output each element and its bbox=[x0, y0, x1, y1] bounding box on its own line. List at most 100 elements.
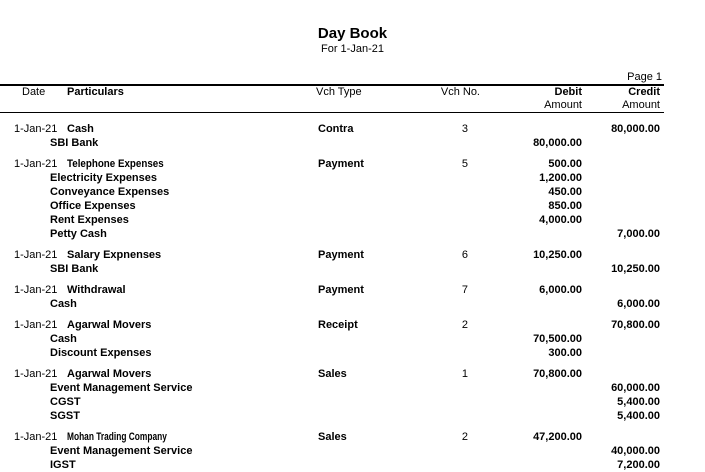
voucher-group: 1-Jan-21 Salary Expnenses Payment 6 10,2… bbox=[0, 248, 705, 276]
entry-ledger-name: SGST bbox=[50, 410, 80, 422]
voucher-main-row: 1-Jan-21 Agarwal Movers Sales 1 70,800.0… bbox=[0, 367, 705, 381]
voucher-date: 1-Jan-21 bbox=[14, 368, 58, 380]
voucher-number: 2 bbox=[461, 431, 468, 443]
voucher-particulars: Cash bbox=[67, 123, 94, 135]
voucher-debit-amount: 500.00 bbox=[548, 158, 582, 170]
voucher-type: Sales bbox=[318, 368, 347, 380]
entry-ledger-name: Electricity Expenses bbox=[50, 172, 158, 184]
voucher-entry-row: SGST 5,400.00 bbox=[0, 409, 705, 423]
voucher-main-row: 1-Jan-21 Withdrawal Payment 7 6,000.00 bbox=[0, 283, 705, 297]
voucher-date: 1-Jan-21 bbox=[14, 249, 58, 261]
voucher-main-row: 1-Jan-21 Mohan Trading Company Sales 2 4… bbox=[0, 430, 705, 444]
entry-debit-amount: 1,200.00 bbox=[539, 172, 582, 184]
voucher-main-row: 1-Jan-21 Cash Contra 3 80,000.00 bbox=[0, 122, 705, 136]
entry-ledger-name: Rent Expenses bbox=[50, 214, 129, 226]
entry-credit-amount: 5,400.00 bbox=[617, 396, 660, 408]
entry-ledger-name: Office Expenses bbox=[50, 200, 136, 212]
header-rule-top bbox=[0, 84, 664, 86]
entry-ledger-name: Cash bbox=[50, 298, 77, 310]
voucher-debit-amount: 70,800.00 bbox=[533, 368, 582, 380]
voucher-main-row: 1-Jan-21 Agarwal Movers Receipt 2 70,800… bbox=[0, 318, 705, 332]
voucher-entry-row: Conveyance Expenses 450.00 bbox=[0, 185, 705, 199]
page-number: Page 1 bbox=[627, 71, 662, 83]
voucher-number: 2 bbox=[461, 319, 468, 331]
voucher-entry-row: Cash 6,000.00 bbox=[0, 297, 705, 311]
voucher-particulars: Salary Expnenses bbox=[67, 249, 162, 261]
voucher-date: 1-Jan-21 bbox=[14, 284, 58, 296]
entry-ledger-name: Cash bbox=[50, 333, 77, 345]
voucher-entry-row: IGST 7,200.00 bbox=[0, 458, 705, 472]
voucher-list: 1-Jan-21 Cash Contra 3 80,000.00 SBI Ban… bbox=[0, 122, 705, 472]
voucher-particulars: Agarwal Movers bbox=[67, 368, 152, 380]
voucher-entry-row: Event Management Service 60,000.00 bbox=[0, 381, 705, 395]
voucher-credit-amount: 80,000.00 bbox=[611, 123, 660, 135]
entry-credit-amount: 60,000.00 bbox=[611, 382, 660, 394]
voucher-entry-row: Electricity Expenses 1,200.00 bbox=[0, 171, 705, 185]
voucher-entry-row: Discount Expenses 300.00 bbox=[0, 346, 705, 360]
voucher-particulars: Withdrawal bbox=[67, 284, 126, 296]
column-header-vch-type: Vch Type bbox=[316, 86, 362, 98]
voucher-type: Contra bbox=[318, 123, 354, 135]
column-header-credit: Credit bbox=[628, 86, 660, 98]
entry-ledger-name: IGST bbox=[50, 459, 76, 471]
voucher-group: 1-Jan-21 Telephone Expenses Payment 5 50… bbox=[0, 157, 705, 241]
voucher-group: 1-Jan-21 Mohan Trading Company Sales 2 4… bbox=[0, 430, 705, 472]
column-header-date: Date bbox=[22, 86, 46, 98]
voucher-group: 1-Jan-21 Cash Contra 3 80,000.00 SBI Ban… bbox=[0, 122, 705, 150]
voucher-entry-row: CGST 5,400.00 bbox=[0, 395, 705, 409]
entry-credit-amount: 10,250.00 bbox=[611, 263, 660, 275]
entry-credit-amount: 40,000.00 bbox=[611, 445, 660, 457]
entry-debit-amount: 70,500.00 bbox=[533, 333, 582, 345]
voucher-group: 1-Jan-21 Withdrawal Payment 7 6,000.00 C… bbox=[0, 283, 705, 311]
entry-debit-amount: 300.00 bbox=[548, 347, 582, 359]
entry-debit-amount: 4,000.00 bbox=[539, 214, 582, 226]
entry-ledger-name: Conveyance Expenses bbox=[50, 186, 170, 198]
voucher-credit-amount: 70,800.00 bbox=[611, 319, 660, 331]
voucher-debit-amount: 47,200.00 bbox=[533, 431, 582, 443]
voucher-entry-row: Office Expenses 850.00 bbox=[0, 199, 705, 213]
entry-ledger-name: Petty Cash bbox=[50, 228, 107, 240]
column-header-debit: Debit bbox=[554, 86, 583, 98]
header-rule-bottom bbox=[0, 112, 664, 113]
voucher-date: 1-Jan-21 bbox=[14, 123, 58, 135]
voucher-number: 5 bbox=[461, 158, 468, 170]
voucher-type: Receipt bbox=[318, 319, 358, 331]
voucher-number: 7 bbox=[461, 284, 468, 296]
voucher-particulars: Telephone Expenses bbox=[67, 158, 164, 170]
voucher-particulars: Mohan Trading Company bbox=[67, 431, 167, 443]
column-header-debit-amount: Amount bbox=[544, 99, 582, 111]
voucher-date: 1-Jan-21 bbox=[14, 158, 58, 170]
voucher-type: Payment bbox=[318, 158, 364, 170]
voucher-debit-amount: 10,250.00 bbox=[533, 249, 582, 261]
entry-ledger-name: SBI Bank bbox=[50, 263, 99, 275]
voucher-type: Payment bbox=[318, 284, 364, 296]
entry-credit-amount: 7,000.00 bbox=[617, 228, 660, 240]
entry-credit-amount: 7,200.00 bbox=[617, 459, 660, 471]
voucher-number: 1 bbox=[461, 368, 468, 380]
voucher-entry-row: Cash 70,500.00 bbox=[0, 332, 705, 346]
report-subtitle: For 1-Jan-21 bbox=[321, 43, 384, 55]
entry-ledger-name: Event Management Service bbox=[50, 445, 193, 457]
voucher-group: 1-Jan-21 Agarwal Movers Sales 1 70,800.0… bbox=[0, 367, 705, 423]
voucher-date: 1-Jan-21 bbox=[14, 319, 58, 331]
voucher-particulars: Agarwal Movers bbox=[67, 319, 152, 331]
voucher-number: 3 bbox=[461, 123, 468, 135]
voucher-type: Payment bbox=[318, 249, 364, 261]
voucher-entry-row: Event Management Service 40,000.00 bbox=[0, 444, 705, 458]
voucher-date: 1-Jan-21 bbox=[14, 431, 58, 443]
voucher-debit-amount: 6,000.00 bbox=[539, 284, 582, 296]
entry-credit-amount: 5,400.00 bbox=[617, 410, 660, 422]
voucher-entry-row: SBI Bank 80,000.00 bbox=[0, 136, 705, 150]
entry-ledger-name: CGST bbox=[50, 396, 81, 408]
entry-ledger-name: Event Management Service bbox=[50, 382, 193, 394]
voucher-entry-row: SBI Bank 10,250.00 bbox=[0, 262, 705, 276]
voucher-entry-row: Petty Cash 7,000.00 bbox=[0, 227, 705, 241]
column-header-particulars: Particulars bbox=[67, 86, 124, 98]
voucher-type: Sales bbox=[318, 431, 347, 443]
voucher-number: 6 bbox=[461, 249, 468, 261]
voucher-group: 1-Jan-21 Agarwal Movers Receipt 2 70,800… bbox=[0, 318, 705, 360]
report-title: Day Book bbox=[317, 25, 388, 42]
voucher-entry-row: Rent Expenses 4,000.00 bbox=[0, 213, 705, 227]
voucher-main-row: 1-Jan-21 Telephone Expenses Payment 5 50… bbox=[0, 157, 705, 171]
